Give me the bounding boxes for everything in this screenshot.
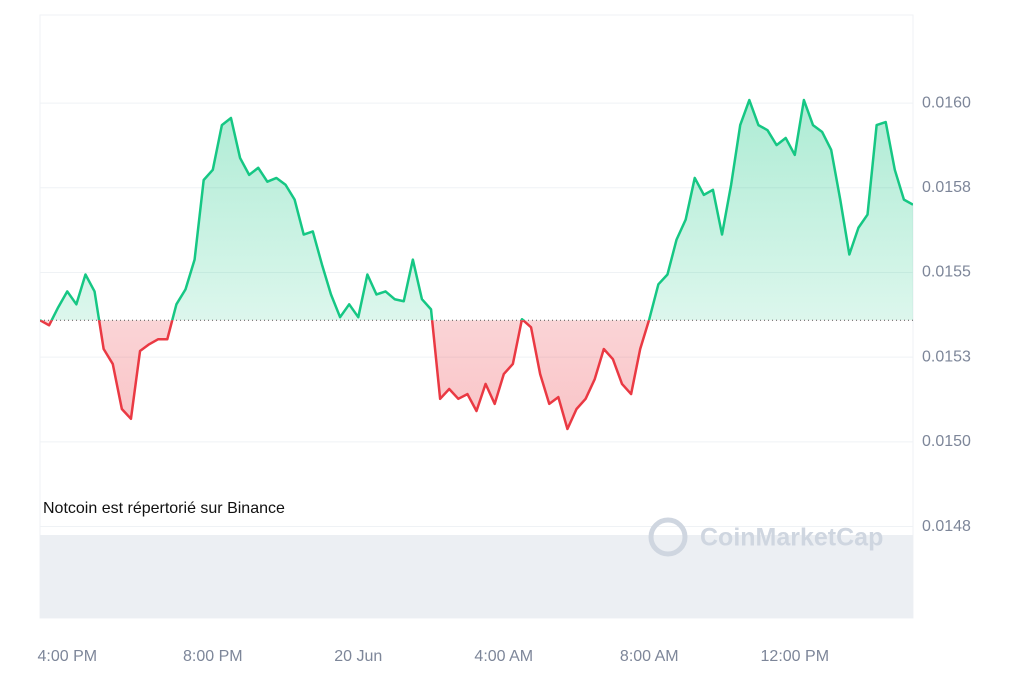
x-tick-label: 20 Jun: [334, 648, 382, 665]
y-tick-label: 0.0155: [922, 264, 971, 281]
x-tick-label: 4:00 PM: [37, 648, 97, 665]
area-up: [40, 100, 913, 321]
price-line-down: [40, 320, 651, 431]
y-tick-label: 0.0150: [922, 433, 971, 450]
x-tick-label: 8:00 PM: [183, 648, 243, 665]
volume-area: [40, 535, 913, 618]
x-tick-label: 12:00 PM: [761, 648, 829, 665]
y-tick-label: 0.0153: [922, 348, 971, 365]
y-tick-label: 0.0160: [922, 94, 971, 111]
y-tick-label: 0.0148: [922, 518, 971, 535]
watermark-logo: [648, 517, 688, 557]
price-line-up: [40, 98, 913, 321]
annotation: Notcoin est répertorié sur Binance: [43, 500, 285, 517]
watermark: CoinMarketCap: [700, 524, 883, 552]
area-down: [40, 320, 649, 429]
y-tick-label: 0.0158: [922, 179, 971, 196]
x-tick-label: 8:00 AM: [620, 648, 679, 665]
x-tick-label: 4:00 AM: [474, 648, 533, 665]
